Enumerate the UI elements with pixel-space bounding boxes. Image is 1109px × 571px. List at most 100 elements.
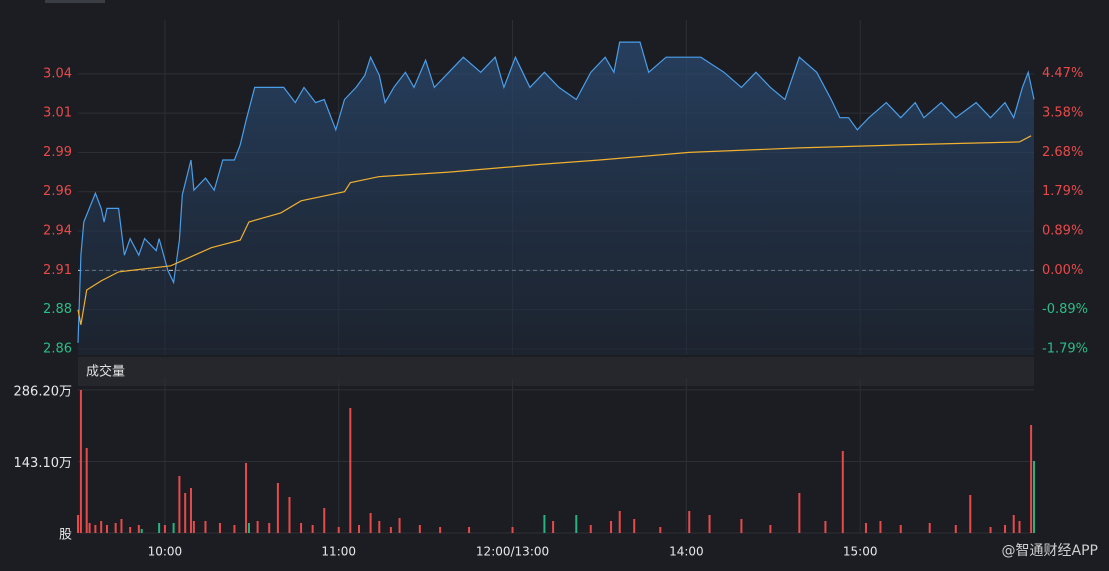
- y-tick-label: 286.20万: [14, 384, 73, 399]
- volume-bar: [88, 523, 91, 533]
- volume-bar: [247, 523, 250, 533]
- volume-bar: [954, 525, 957, 533]
- volume-bar: [1012, 515, 1015, 533]
- volume-bar: [129, 527, 132, 533]
- volume-bar: [120, 519, 123, 533]
- y2-tick-label: 3.58%: [1042, 105, 1083, 120]
- volume-bar: [79, 390, 82, 533]
- volume-bar: [172, 523, 175, 533]
- x-tick-label: 11:00: [321, 545, 356, 559]
- volume-bar: [439, 527, 442, 533]
- volume-bar: [178, 476, 181, 533]
- volume-title: 成交量: [86, 364, 125, 380]
- volume-bar: [349, 408, 352, 533]
- volume-bar: [798, 493, 801, 533]
- y2-tick-label: 0.89%: [1042, 224, 1083, 239]
- volume-bar: [618, 511, 621, 533]
- x-tick-label: 14:00: [669, 545, 704, 559]
- volume-bar: [189, 488, 192, 533]
- volume-bar: [708, 515, 711, 533]
- volume-bar: [841, 451, 844, 533]
- volume-bar: [511, 527, 514, 533]
- volume-bar: [369, 513, 372, 533]
- y-tick-label: 2.91: [43, 263, 72, 278]
- volume-bar: [204, 521, 207, 533]
- volume-bar: [610, 521, 613, 533]
- volume-bar: [1004, 525, 1007, 533]
- x-tick-label: 10:00: [148, 545, 183, 559]
- volume-bar: [311, 525, 314, 533]
- volume-header: [78, 357, 1034, 386]
- volume-bar: [688, 511, 691, 533]
- volume-bar: [928, 523, 931, 533]
- volume-bar: [77, 515, 79, 533]
- y-tick-label: 2.96: [43, 184, 72, 199]
- volume-bar: [233, 525, 236, 533]
- top-tab: [45, 0, 105, 3]
- volume-bar: [105, 525, 108, 533]
- volume-bar: [256, 521, 259, 533]
- volume-bar: [468, 527, 471, 533]
- y2-tick-label: 4.47%: [1042, 66, 1083, 81]
- y-tick-label: 143.10万: [14, 456, 73, 471]
- volume-bar: [337, 527, 340, 533]
- volume-bar: [899, 525, 902, 533]
- average-line: [77, 135, 1032, 325]
- y-tick-label: 3.04: [43, 66, 72, 81]
- volume-bar: [114, 523, 117, 533]
- volume-bar: [969, 495, 972, 533]
- y2-tick-label: -0.89%: [1042, 302, 1088, 317]
- volume-bar: [1033, 461, 1035, 533]
- y2-tick-label: 2.68%: [1042, 145, 1083, 160]
- price-area: [78, 42, 1034, 355]
- volume-bar: [268, 523, 271, 533]
- volume-bar: [245, 463, 248, 533]
- volume-bar: [659, 527, 662, 533]
- volume-bar: [398, 518, 401, 533]
- volume-bar: [218, 523, 221, 533]
- y-tick-label: 2.99: [43, 145, 72, 160]
- volume-bar: [358, 525, 361, 533]
- volume-bar: [740, 519, 743, 533]
- volume-bar: [418, 525, 421, 533]
- volume-bar: [633, 519, 636, 533]
- volume-bar: [552, 521, 555, 533]
- volume-bar: [1030, 425, 1033, 533]
- price-line: [77, 41, 1035, 343]
- volume-bar: [184, 493, 187, 533]
- volume-bar: [1018, 521, 1021, 533]
- x-tick-label: 15:00: [843, 545, 878, 559]
- volume-bar: [323, 508, 326, 533]
- y-tick-label: 股: [59, 528, 72, 543]
- volume-bar: [575, 515, 578, 533]
- volume-bar: [543, 515, 546, 533]
- volume-bar: [163, 525, 166, 533]
- y-tick-label: 2.88: [43, 302, 72, 317]
- y-tick-label: 3.01: [43, 106, 72, 121]
- volume-bar: [85, 448, 88, 533]
- volume-bar: [879, 521, 882, 533]
- volume-bar: [864, 523, 867, 533]
- volume-bar: [94, 525, 97, 533]
- x-tick-label: 12:00/13:00: [476, 545, 549, 559]
- volume-bar: [589, 525, 592, 533]
- y2-tick-label: 1.79%: [1042, 184, 1083, 199]
- y-tick-label: 2.94: [43, 224, 72, 239]
- y2-tick-label: 0.00%: [1042, 263, 1083, 278]
- volume-bar: [824, 521, 827, 533]
- y-tick-label: 2.86: [43, 341, 72, 356]
- volume-bar: [140, 529, 143, 533]
- volume-bar: [300, 523, 303, 533]
- y2-tick-label: -1.79%: [1042, 342, 1088, 357]
- volume-bar: [389, 527, 392, 533]
- volume-bar: [276, 483, 279, 533]
- volume-bar: [100, 521, 103, 533]
- volume-bar: [158, 523, 161, 533]
- watermark: @智通财经APP: [1002, 543, 1098, 559]
- volume-bar: [192, 521, 195, 533]
- volume-bar: [989, 527, 992, 533]
- volume-bar: [288, 497, 291, 533]
- volume-bar: [137, 525, 140, 533]
- volume-bar: [378, 521, 381, 533]
